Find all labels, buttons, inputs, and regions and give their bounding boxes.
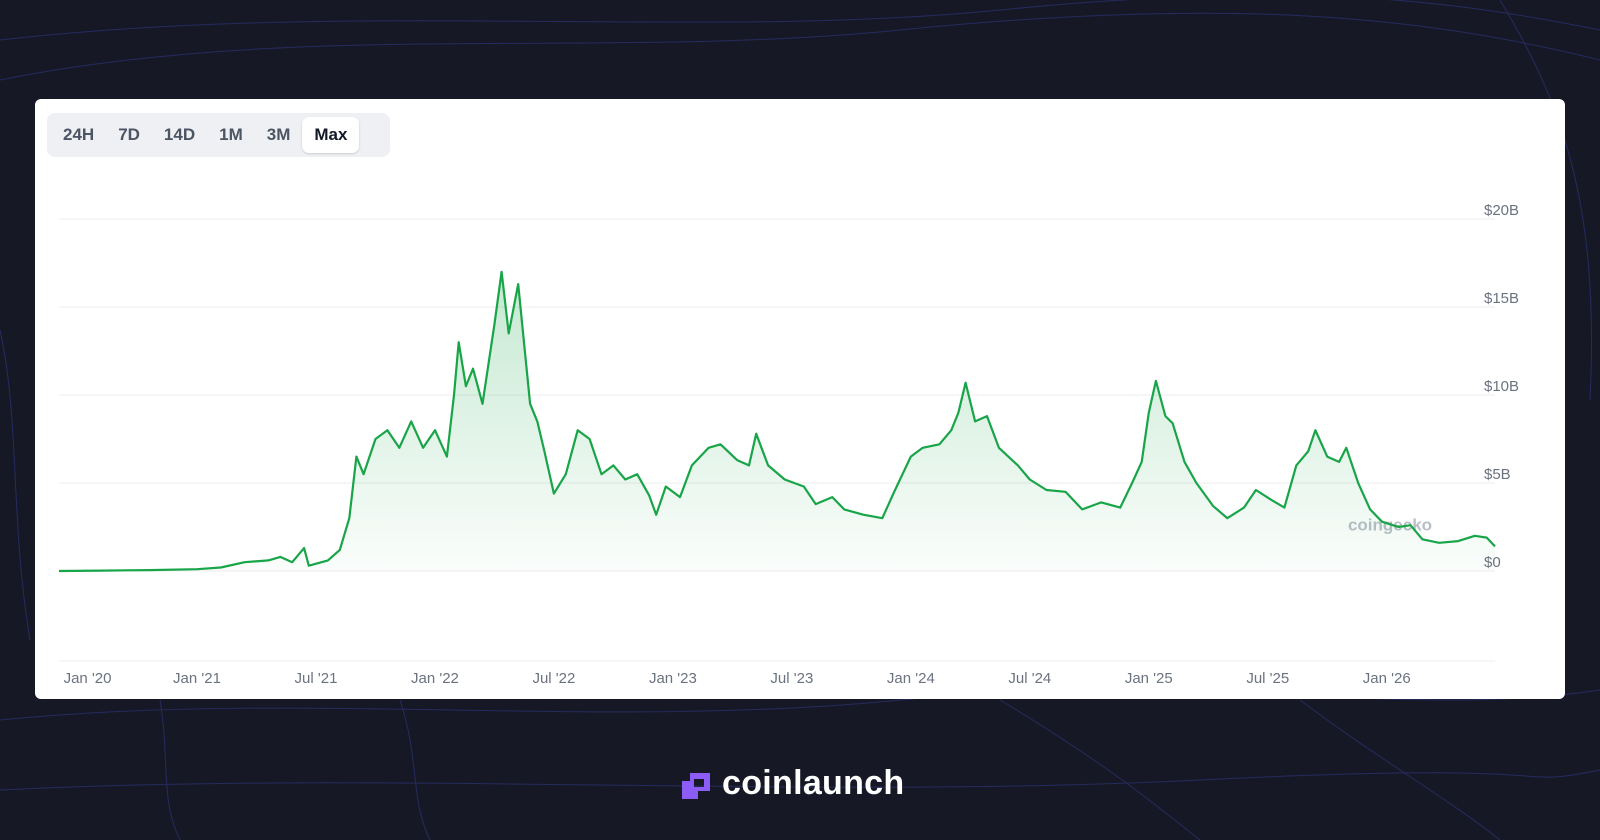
range-button[interactable]: 7D: [118, 125, 140, 144]
y-tick-label: $15B: [1484, 290, 1519, 307]
range-selector: 24H 7D 14D 1M 3M Max: [47, 113, 390, 157]
price-line: [58, 270, 1496, 573]
range-button[interactable]: Max: [302, 117, 360, 153]
x-tick-label: Jul '23: [770, 670, 813, 687]
y-tick-label: $10B: [1484, 378, 1519, 395]
brand-logo: coinlaunch: [682, 764, 904, 803]
x-tick-label: Jul '21: [295, 670, 338, 687]
range-button[interactable]: 3M: [266, 125, 291, 144]
x-tick-label: Jan '26: [1363, 670, 1411, 687]
logo-icon: [682, 772, 710, 799]
x-tick-label: Jul '22: [532, 670, 575, 687]
range-button[interactable]: 24H: [63, 125, 95, 144]
logo-text: coinlaunch: [722, 764, 905, 802]
x-tick-label: Jan '21: [173, 670, 221, 687]
y-tick-label: $5B: [1484, 466, 1511, 483]
x-tick-label: Jan '25: [1125, 670, 1173, 687]
x-tick-label: Jul '24: [1008, 670, 1051, 687]
x-tick-label: Jan '24: [887, 670, 935, 687]
range-button[interactable]: 14D: [163, 125, 196, 144]
range-button[interactable]: 1M: [219, 125, 243, 144]
x-tick-label: Jul '25: [1246, 670, 1289, 687]
area-fill: [59, 271, 1495, 571]
x-tick-label: Jan '23: [649, 670, 697, 687]
y-tick-label: $20B: [1484, 202, 1519, 219]
x-tick-label: Jan '20: [64, 670, 112, 687]
x-tick-label: Jan '22: [411, 670, 459, 687]
